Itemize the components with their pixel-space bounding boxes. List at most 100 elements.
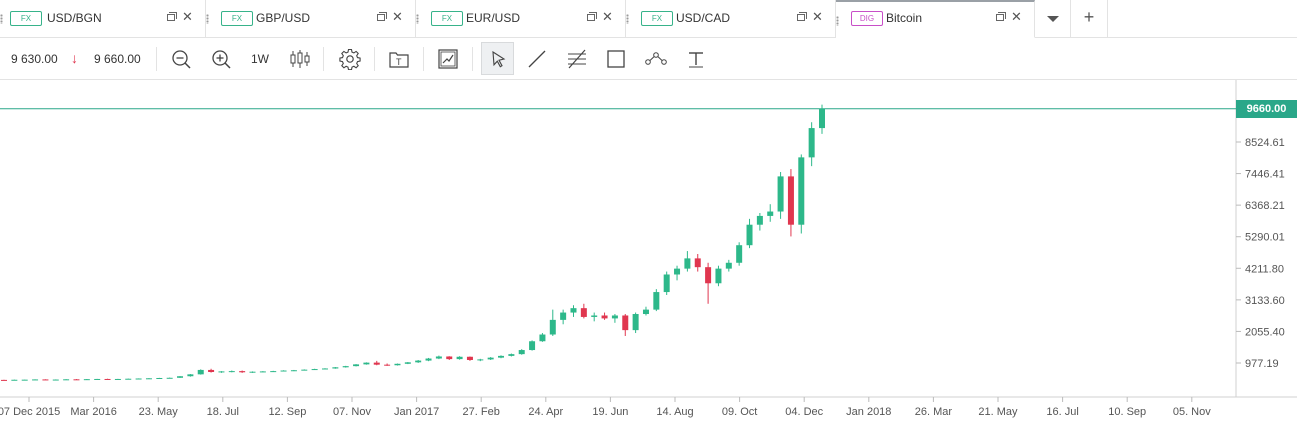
candle-body[interactable] — [435, 356, 442, 359]
close-icon[interactable]: ✕ — [392, 9, 403, 24]
candle-body[interactable] — [104, 378, 111, 380]
restore-icon[interactable] — [587, 12, 597, 21]
restore-icon[interactable] — [377, 12, 387, 21]
tab-eur-usd[interactable]: FX EUR/USD ✕ — [416, 0, 626, 37]
drag-handle-icon[interactable] — [836, 16, 839, 26]
candle-body[interactable] — [466, 356, 473, 360]
candle-body[interactable] — [11, 379, 18, 381]
drag-handle-icon[interactable] — [0, 14, 3, 24]
candle-body[interactable] — [384, 364, 391, 366]
candle-body[interactable] — [767, 211, 774, 216]
chart-type-button[interactable] — [285, 44, 315, 74]
candle-body[interactable] — [311, 369, 318, 371]
candle-body[interactable] — [694, 258, 701, 268]
candle-body[interactable] — [539, 334, 546, 342]
candle-body[interactable] — [736, 245, 743, 263]
settings-button[interactable] — [335, 44, 365, 74]
candle-body[interactable] — [259, 371, 266, 373]
candle-body[interactable] — [177, 376, 184, 378]
candle-body[interactable] — [270, 371, 277, 373]
restore-icon[interactable] — [797, 12, 807, 21]
cursor-tool-button[interactable] — [481, 42, 514, 75]
indicators-button[interactable] — [433, 44, 463, 74]
restore-icon[interactable] — [996, 12, 1006, 21]
candle-body[interactable] — [63, 379, 70, 381]
path-tool-button[interactable] — [641, 44, 671, 74]
candle-body[interactable] — [705, 267, 712, 284]
candle-body[interactable] — [611, 315, 618, 319]
tab-gbp-usd[interactable]: FX GBP/USD ✕ — [206, 0, 416, 37]
candle-body[interactable] — [301, 369, 308, 371]
candle-body[interactable] — [498, 355, 505, 358]
candle-body[interactable] — [21, 379, 28, 381]
price-chart[interactable]: 8524.61 7446.41 6368.21 5290.01 4211.80 3133.… — [0, 80, 1297, 421]
candle-body[interactable] — [756, 215, 763, 225]
rectangle-tool-button[interactable] — [601, 44, 631, 74]
candle-body[interactable] — [404, 362, 411, 364]
candle-body[interactable] — [570, 308, 577, 313]
candle-body[interactable] — [549, 319, 556, 335]
candle-body[interactable] — [456, 356, 463, 360]
candle-body[interactable] — [622, 315, 629, 331]
candle-body[interactable] — [798, 157, 805, 225]
candle-body[interactable] — [42, 379, 49, 381]
candle-body[interactable] — [321, 368, 328, 370]
text-tool-button[interactable] — [681, 44, 711, 74]
drag-handle-icon[interactable] — [416, 14, 419, 24]
tab-bitcoin[interactable]: DIG Bitcoin ✕ — [836, 0, 1035, 38]
candle-body[interactable] — [715, 268, 722, 284]
candle-body[interactable] — [663, 274, 670, 293]
candle-body[interactable] — [353, 364, 360, 367]
candle-body[interactable] — [601, 315, 608, 319]
candle-body[interactable] — [1, 379, 7, 381]
close-icon[interactable]: ✕ — [602, 9, 613, 24]
drag-handle-icon[interactable] — [206, 14, 209, 24]
candle-body[interactable] — [653, 292, 660, 310]
candle-body[interactable] — [145, 378, 152, 380]
candle-body[interactable] — [239, 371, 246, 373]
candle-body[interactable] — [684, 258, 691, 269]
candle-body[interactable] — [249, 371, 256, 373]
restore-icon[interactable] — [167, 12, 177, 21]
candle-body[interactable] — [73, 379, 80, 381]
candle-body[interactable] — [477, 359, 484, 361]
drag-handle-icon[interactable] — [626, 14, 629, 24]
template-button[interactable]: T — [384, 44, 414, 74]
tab-usd-bgn[interactable]: FX USD/BGN ✕ — [0, 0, 206, 37]
candle-body[interactable] — [487, 357, 494, 360]
candle-body[interactable] — [373, 362, 380, 365]
fibonacci-button[interactable] — [562, 44, 592, 74]
candle-body[interactable] — [425, 358, 432, 361]
more-tabs-button[interactable] — [1035, 0, 1071, 37]
add-tab-button[interactable]: + — [1071, 0, 1108, 37]
candle-body[interactable] — [446, 356, 453, 360]
candle-body[interactable] — [394, 363, 401, 366]
candle-body[interactable] — [187, 374, 194, 377]
candle-body[interactable] — [125, 378, 132, 380]
close-icon[interactable]: ✕ — [182, 9, 193, 24]
candle-body[interactable] — [52, 379, 59, 381]
candle-body[interactable] — [32, 379, 39, 381]
candle-body[interactable] — [363, 362, 370, 365]
candle-body[interactable] — [508, 354, 515, 356]
candle-body[interactable] — [332, 367, 339, 369]
timeframe-button[interactable]: 1W — [245, 44, 275, 74]
candle-body[interactable] — [114, 378, 121, 380]
trend-line-button[interactable] — [522, 44, 552, 74]
candlestick-chart[interactable]: 8524.61 7446.41 6368.21 5290.01 4211.80 3133.… — [0, 80, 1297, 421]
candle-body[interactable] — [725, 262, 732, 269]
tab-usd-cad[interactable]: FX USD/CAD ✕ — [626, 0, 836, 37]
close-icon[interactable]: ✕ — [1011, 9, 1022, 24]
candle-body[interactable] — [228, 371, 235, 373]
candle-body[interactable] — [135, 378, 142, 380]
candle-body[interactable] — [83, 379, 90, 381]
candle-body[interactable] — [342, 366, 349, 368]
candle-body[interactable] — [632, 314, 639, 331]
candle-body[interactable] — [208, 369, 215, 372]
close-icon[interactable]: ✕ — [812, 9, 823, 24]
candle-body[interactable] — [746, 224, 753, 246]
candle-body[interactable] — [591, 315, 598, 317]
buy-price[interactable]: 9 660.00 — [94, 52, 141, 66]
sell-price[interactable]: 9 630.00 — [11, 52, 58, 66]
candle-body[interactable] — [290, 370, 297, 372]
